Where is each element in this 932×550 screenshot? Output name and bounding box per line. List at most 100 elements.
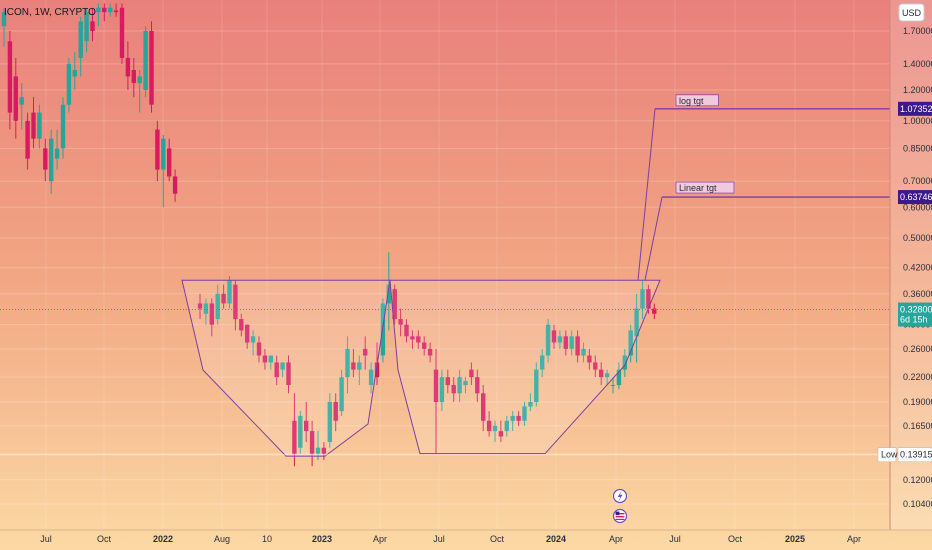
time-tick-label: Apr <box>373 534 387 544</box>
candle-body <box>221 293 226 304</box>
candle-body <box>49 138 54 182</box>
candle-body <box>351 362 356 370</box>
time-tick-label: Jul <box>433 534 445 544</box>
candle-body <box>209 303 214 325</box>
candle-body <box>604 373 610 378</box>
candle-body <box>37 112 42 139</box>
candle-body <box>522 406 527 421</box>
candle-body <box>1 12 7 27</box>
time-tick-label: Oct <box>490 534 505 544</box>
candle-body <box>481 393 486 421</box>
time-axis: Jul Oct 2022 Aug 10 2023 Apr Jul Oct 2024 Apr Jul Oc… <box>40 534 861 544</box>
candle-body <box>239 319 244 331</box>
candle-body <box>13 76 18 121</box>
time-tick-label: Jul <box>669 534 681 544</box>
time-tick-label: 2025 <box>785 534 805 544</box>
candle-body <box>463 381 468 386</box>
currency-button[interactable]: USD <box>898 3 925 22</box>
candle-body <box>280 362 285 370</box>
candle-body <box>368 369 374 386</box>
candle-body <box>262 355 268 363</box>
candle-body <box>422 342 427 349</box>
candle-body <box>131 70 136 84</box>
lightning-icon[interactable] <box>612 488 628 504</box>
candle-body <box>54 148 60 159</box>
candle-body <box>593 362 598 370</box>
linear-projection-line <box>644 196 663 281</box>
candle-body <box>640 289 645 309</box>
candle-body <box>551 330 557 343</box>
linear-target-label-box <box>675 181 735 194</box>
time-tick-label: Apr <box>847 534 861 544</box>
log-target-price-tag-bg <box>898 101 932 116</box>
candle-body <box>66 63 72 105</box>
candle-body <box>321 447 327 454</box>
price-tick-label: 1.20000 <box>903 85 932 95</box>
linear-target-price-tag-bg <box>898 190 932 205</box>
candle-body <box>345 348 350 378</box>
current-price-tag: 0.32800 <box>900 305 932 315</box>
time-tick-label: Jul <box>40 534 52 544</box>
candle-body <box>646 289 651 309</box>
candle-body <box>268 355 273 363</box>
candle-body <box>439 377 445 402</box>
candle-body <box>410 336 415 340</box>
candle-body <box>250 336 256 343</box>
time-tick-label: Apr <box>609 534 623 544</box>
candle-body <box>475 377 480 394</box>
countdown-tag: 6d 15h <box>900 315 928 325</box>
candle-body <box>628 330 633 356</box>
candle-body <box>357 362 362 370</box>
chart-title: ICON, 1W, CRYPTO <box>4 7 96 18</box>
candle-body <box>498 431 504 437</box>
candle-body <box>167 148 172 177</box>
candle-body <box>545 324 551 356</box>
candle-body <box>427 348 433 356</box>
log-target-label-box <box>675 94 719 107</box>
candle-body <box>72 70 77 77</box>
candle-body <box>557 336 563 343</box>
candle-body <box>622 355 627 370</box>
candle-body <box>149 31 154 105</box>
candle-body <box>451 385 456 394</box>
candle-body <box>215 293 220 320</box>
current-price-bg <box>898 302 932 327</box>
candle-body <box>492 425 498 432</box>
low-price-bg <box>897 447 932 463</box>
candle-body <box>398 319 403 325</box>
candle-body <box>510 415 515 421</box>
candle-body <box>172 176 178 194</box>
candle-body <box>203 303 209 314</box>
candle-body <box>587 355 592 363</box>
candle-body <box>90 21 95 31</box>
candle-body <box>274 362 279 378</box>
candle-body <box>102 7 107 13</box>
candle-body <box>292 420 297 454</box>
low-label: Low <box>881 450 898 460</box>
candle-body <box>363 348 368 356</box>
candle-body <box>119 7 125 58</box>
candle-body <box>540 355 545 370</box>
candle-body <box>197 303 203 309</box>
price-tick-label: 1.40000 <box>903 59 932 69</box>
time-tick-label: Oct <box>97 534 112 544</box>
time-tick-label: Aug <box>214 534 230 544</box>
pattern-overlay: log tgt Linear tgt <box>0 94 890 457</box>
us-flag-icon[interactable] <box>612 508 628 524</box>
candle-body <box>528 401 533 407</box>
time-tick-label: Oct <box>728 534 743 544</box>
candle-body <box>516 415 521 421</box>
price-axis-panel <box>890 0 932 530</box>
